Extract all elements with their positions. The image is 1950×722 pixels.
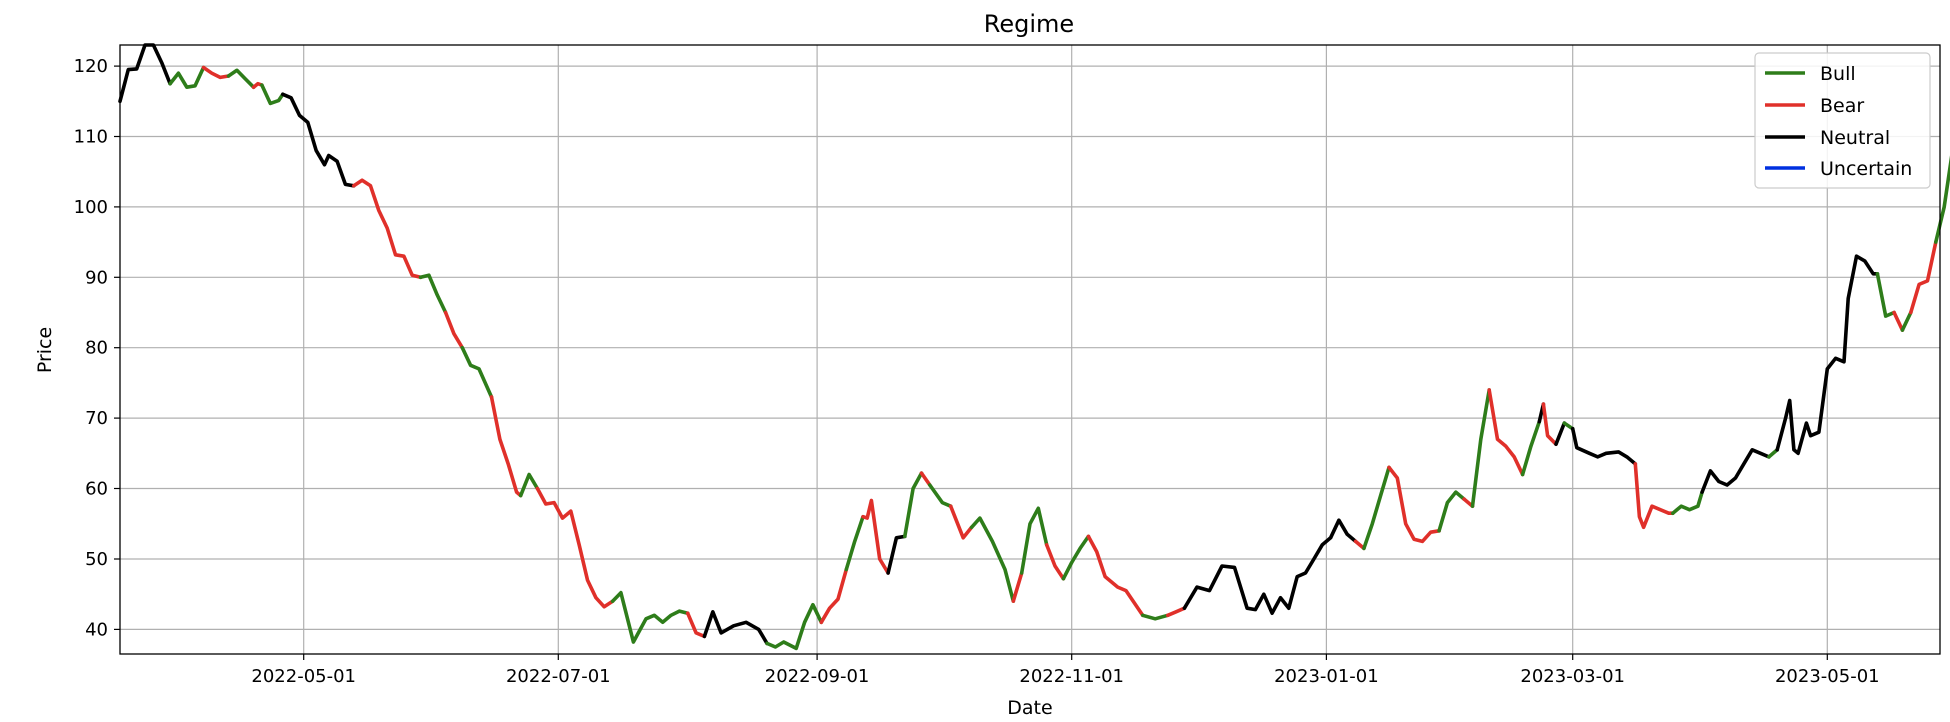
series-segment-bull: [1437, 490, 1466, 533]
series-lines: [118, 43, 1950, 651]
legend-label-uncertain: Uncertain: [1820, 158, 1912, 180]
series-segment-neutral: [1775, 254, 1880, 456]
series-segment-bear: [1487, 388, 1525, 477]
series-segment-bull: [1671, 490, 1704, 516]
series-segment-bear: [861, 498, 890, 575]
series-segment-bear: [489, 395, 523, 498]
series-segment-bear: [535, 486, 615, 609]
axis-ticks: 40 50 60 70 80 90 100 110 120 2022-05-01 2022-07-0…: [74, 56, 1880, 687]
series-segment-bear: [1044, 543, 1066, 581]
series-segment-bull: [902, 471, 924, 539]
series-segment-bear: [1892, 310, 1905, 332]
series-segment-bull: [610, 590, 690, 644]
series-segment-bull: [1520, 419, 1542, 477]
series-segment-bull: [1061, 534, 1091, 581]
series-segment-bull: [1934, 155, 1950, 244]
series-segment-bull: [844, 514, 865, 572]
y-tick-label: 60: [85, 479, 108, 500]
y-tick-label: 110: [74, 127, 108, 148]
series-segment-bear: [443, 310, 465, 350]
series-segment-neutral: [1570, 426, 1638, 466]
series-segment-bull: [260, 83, 285, 106]
legend-box: [1754, 52, 1931, 189]
series-segment-bull: [1900, 310, 1913, 332]
series-segment-neutral: [118, 43, 172, 104]
legend-label-bull: Bull: [1820, 63, 1856, 85]
y-tick-label: 70: [85, 408, 108, 429]
series-segment-bull: [460, 345, 494, 399]
x-axis-label: Date: [1007, 697, 1052, 719]
plot-frame: [119, 44, 1941, 655]
legend: Bull Bear Neutral Uncertain: [1754, 52, 1931, 189]
x-tick-label: 2022-05-01: [251, 666, 356, 687]
series-segment-bear: [1541, 402, 1558, 447]
y-tick-label: 80: [85, 338, 108, 359]
series-segment-bear: [919, 471, 932, 487]
series-segment-bear: [351, 178, 423, 280]
x-tick-label: 2022-07-01: [506, 666, 611, 687]
series-segment-neutral: [1182, 518, 1358, 616]
x-tick-label: 2023-03-01: [1520, 666, 1625, 687]
x-tick-label: 2023-05-01: [1775, 666, 1880, 687]
series-segment-bull: [226, 68, 256, 89]
y-tick-label: 40: [85, 619, 108, 640]
y-tick-label: 120: [74, 56, 108, 77]
series-segment-neutral: [886, 534, 907, 575]
series-segment-bear: [1633, 462, 1675, 530]
series-segment-bear: [1387, 465, 1441, 544]
y-axis-label: Price: [34, 327, 56, 373]
series-segment-bull: [168, 65, 206, 89]
series-segment-bull: [518, 472, 540, 498]
x-tick-label: 2022-11-01: [1019, 666, 1124, 687]
series-segment-bull: [1362, 465, 1391, 551]
series-segment-bull: [1767, 447, 1779, 459]
y-tick-label: 100: [74, 197, 108, 218]
series-segment-bear: [201, 65, 231, 80]
series-segment-neutral: [702, 609, 769, 646]
series-segment-bull: [1019, 506, 1049, 575]
series-segment-bear: [1909, 240, 1938, 315]
y-tick-label: 90: [85, 267, 108, 288]
series-segment-bear: [685, 611, 707, 639]
series-segment-bull: [1470, 388, 1491, 509]
x-tick-label: 2023-01-01: [1274, 666, 1379, 687]
series-segment-bull: [1875, 271, 1896, 318]
series-segment-bull: [418, 273, 448, 315]
y-tick-label: 50: [85, 549, 108, 570]
series-segment-bear: [1166, 606, 1187, 618]
series-segment-neutral: [1700, 447, 1771, 494]
series-segment-bear: [948, 504, 974, 540]
series-segment-neutral: [280, 92, 356, 188]
series-segment-bear: [1011, 571, 1024, 604]
series-segment-bear: [1086, 534, 1145, 618]
series-segment-bull: [1140, 613, 1170, 621]
legend-label-neutral: Neutral: [1820, 127, 1890, 149]
series-segment-bull: [927, 483, 953, 509]
grid-lines: [120, 45, 1940, 654]
series-segment-bear: [819, 567, 849, 625]
series-segment-bull: [969, 516, 1016, 604]
chart-title: Regime: [984, 10, 1074, 38]
series-segment-neutral: [1554, 421, 1567, 447]
series-segment-bull: [765, 602, 824, 651]
x-tick-label: 2022-09-01: [765, 666, 870, 687]
legend-label-bear: Bear: [1820, 95, 1864, 117]
